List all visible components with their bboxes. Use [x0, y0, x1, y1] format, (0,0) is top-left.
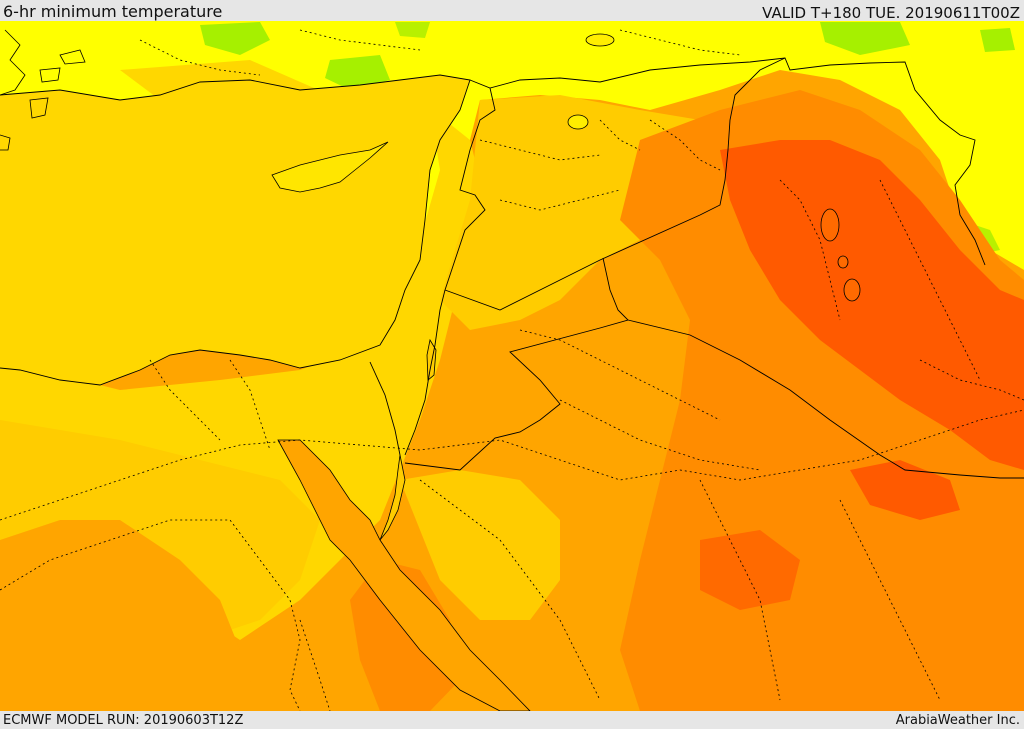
zone-egypt-yellow	[0, 420, 320, 640]
temperature-map	[0, 21, 1024, 711]
coastlines	[0, 74, 471, 386]
zone-green-5	[395, 22, 430, 38]
valid-time-label: VALID T+180 TUE. 20190611T00Z	[762, 4, 1020, 22]
zone-iraq-red	[720, 140, 1024, 470]
aegean-islands	[0, 29, 86, 151]
lake-north	[585, 33, 615, 47]
zone-saudi-yellow	[400, 470, 560, 620]
mediterranean-sea	[0, 75, 470, 385]
zone-green-2	[325, 55, 390, 90]
map-svg	[0, 21, 1024, 711]
cyprus-island	[271, 141, 389, 193]
zone-egypt-orange	[0, 520, 260, 711]
zone-red-3	[700, 530, 800, 610]
lake-2	[843, 278, 861, 302]
red-sea	[277, 439, 531, 711]
lake-1	[820, 208, 840, 242]
map-header: 6-hr minimum temperature VALID T+180 TUE…	[0, 0, 1024, 21]
zone-red-2	[850, 460, 960, 520]
admin-borders	[0, 29, 1024, 711]
zone-green-1	[200, 22, 270, 55]
map-title: 6-hr minimum temperature	[3, 2, 223, 21]
credit-label: ArabiaWeather Inc.	[895, 713, 1020, 728]
zone-green-4	[980, 28, 1015, 52]
map-footer: ECMWF MODEL RUN: 20190603T12Z ArabiaWeat…	[0, 711, 1024, 729]
zone-green-3	[820, 22, 910, 55]
lake-turkey	[567, 114, 589, 130]
model-run-label: ECMWF MODEL RUN: 20190603T12Z	[3, 713, 244, 728]
country-borders	[369, 57, 1024, 479]
gulf-of-aqaba	[379, 454, 406, 541]
zone-redsea-orange	[350, 560, 460, 711]
lake-3	[837, 255, 849, 269]
